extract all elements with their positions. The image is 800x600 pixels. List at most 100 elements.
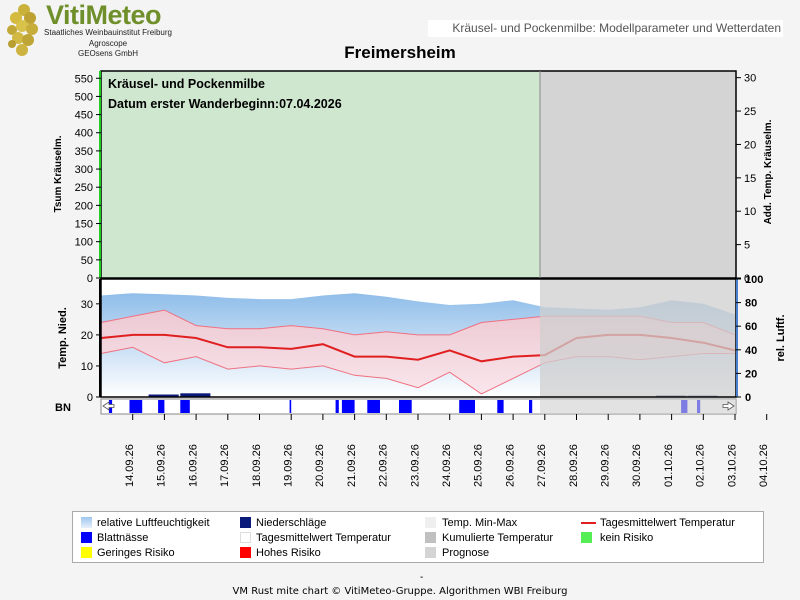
middle-right-ticks: 0 20 40 60 80 100 [736,274,763,404]
precip-bar [148,394,179,397]
top-right-tick-label: 15 [744,173,756,185]
middle-ylabel-right: rel. Luftf. [775,314,787,361]
legend-swatch-leafwet [81,532,92,543]
middle-left-tick-label: 0 [87,392,93,404]
middle-left-tick-label: 10 [81,361,93,373]
top-left-tick-label: 400 [75,128,93,140]
bn-label: BN [55,402,71,414]
logo [2,2,46,60]
footer-dash: - [420,572,424,583]
legend-label-minmax: Temp. Min-Max [442,517,518,529]
x-tick-label: 28.09.26 [568,444,580,487]
leaf-wetness-bar [335,400,339,413]
leaf-wetness-panel: BN [55,398,737,415]
annotation-line-2: Datum erster Wanderbeginn:07.04.2026 [108,97,342,111]
top-right-tick-label: 20 [744,139,756,151]
grape-icon [7,4,38,56]
legend-swatch-highrisk [240,547,251,558]
top-left-tick-label: 50 [81,255,93,267]
forecast-band-top [540,71,736,278]
top-left-ticks: 0 50 100 150 200 250 300 350 400 450 500 550 [75,73,101,285]
legend-swatch-tmean-white [240,532,251,543]
brand-title: VitiMeteo [46,0,162,30]
x-tick-label: 03.10.26 [726,444,738,487]
x-tick-label: 04.10.26 [758,444,770,487]
middle-left-tick-label: 20 [81,330,93,342]
org-line-1: Staatliches Weinbauinstitut Freiburg [44,28,172,37]
x-tick-label: 21.09.26 [346,444,358,487]
middle-right-tick-label: 20 [745,368,757,380]
legend-label-norisk: kein Risiko [600,532,654,544]
precip-bar [180,393,211,397]
top-right-tick-label: 10 [744,206,756,218]
middle-right-tick-label: 60 [745,321,757,333]
legend-swatch-norisk [581,532,592,543]
leaf-wetness-bar [158,400,165,413]
top-left-tick-label: 550 [75,73,93,85]
scroll-left-arrow-icon[interactable] [102,401,115,411]
x-tick-label: 18.09.26 [251,444,263,487]
leaf-wetness-bar [129,400,143,413]
x-tick-label: 26.09.26 [504,444,516,487]
scroll-right-arrow-icon[interactable] [722,401,735,411]
top-left-tick-label: 450 [75,110,93,122]
x-tick-label: 25.09.26 [473,444,485,487]
legend-label-leafwet: Blattnässe [97,532,149,544]
top-left-tick-label: 0 [87,273,93,285]
chart-subtitle: Kräusel- und Pockenmilbe: Modellparamete… [428,20,783,37]
top-left-tick-label: 150 [75,219,93,231]
x-tick-label: 20.09.26 [314,444,326,487]
top-left-tick-label: 350 [75,146,93,158]
org-line-2: Agroscope [88,39,128,48]
legend-label-cumtemp: Kumulierte Temperatur [442,532,554,544]
station-title: Freimersheim [344,43,456,62]
chart-area: Kräusel- und Pockenmilbe Datum erster Wa… [53,70,787,487]
legend-swatch-cumtemp [425,532,436,543]
x-tick-label: 30.09.26 [631,444,643,487]
middle-right-tick-label: 100 [745,274,763,286]
x-tick-label: 15.09.26 [156,444,168,487]
legend-label-lowrisk: Geringes Risiko [97,547,175,559]
middle-panel: 0 10 20 30 0 20 40 60 80 100 Temp. Nied. rel. Lu… [57,274,787,404]
legend-label-precip: Niederschläge [256,517,327,529]
leaf-wetness-bar [289,400,292,413]
leaf-wetness-bar [180,400,190,413]
x-tick-label: 29.09.26 [600,444,612,487]
legend-swatch-forecast [425,547,436,558]
top-ylabel-left: Tsum Kräuselm. [53,135,64,212]
x-tick-label: 14.09.26 [124,444,136,487]
legend-swatch-tmean [581,522,596,524]
top-panel: Kräusel- und Pockenmilbe Datum erster Wa… [53,70,774,285]
middle-ylabel-left: Temp. Nied. [57,307,69,369]
top-left-tick-label: 200 [75,200,93,212]
footer-credit: VM Rust mite chart © VitiMeteo-Gruppe. A… [232,586,568,597]
leaf-wetness-bar [367,400,380,413]
middle-right-tick-label: 80 [745,298,757,310]
top-right-tick-label: 0 [744,273,750,285]
x-tick-label: 02.10.26 [695,444,707,487]
leaf-wetness-bar [399,400,412,413]
legend-swatch-precip [240,517,251,528]
legend-label-tmean: Tagesmittelwert Temperatur [600,517,735,529]
middle-left-ticks: 0 10 20 30 [81,299,101,404]
legend-label-highrisk: Hohes Risiko [256,547,321,559]
top-left-tick-label: 500 [75,91,93,103]
legend-label-humidity: relative Luftfeuchtigkeit [97,517,210,529]
top-left-tick-label: 300 [75,164,93,176]
top-right-tick-label: 30 [744,73,756,85]
middle-left-tick-label: 30 [81,299,93,311]
x-tick-label: 27.09.26 [536,444,548,487]
x-tick-label: 22.09.26 [378,444,390,487]
legend-swatch-humidity [81,517,92,528]
x-axis: 14.09.26 15.09.26 16.09.26 17.09.26 18.09.26… [124,414,770,487]
x-tick-label: 24.09.26 [441,444,453,487]
legend-swatch-lowrisk [81,547,92,558]
top-right-ticks: 0 5 10 15 20 25 30 [736,73,756,285]
org-line-3: GEOsens GmbH [77,49,138,58]
top-right-tick-label: 25 [744,106,756,118]
leaf-wetness-bar [529,400,533,413]
legend: relative Luftfeuchtigkeit Niederschläge … [72,511,764,563]
leaf-wetness-bar [459,400,475,413]
top-left-tick-label: 250 [75,182,93,194]
x-tick-label: 17.09.26 [219,444,231,487]
